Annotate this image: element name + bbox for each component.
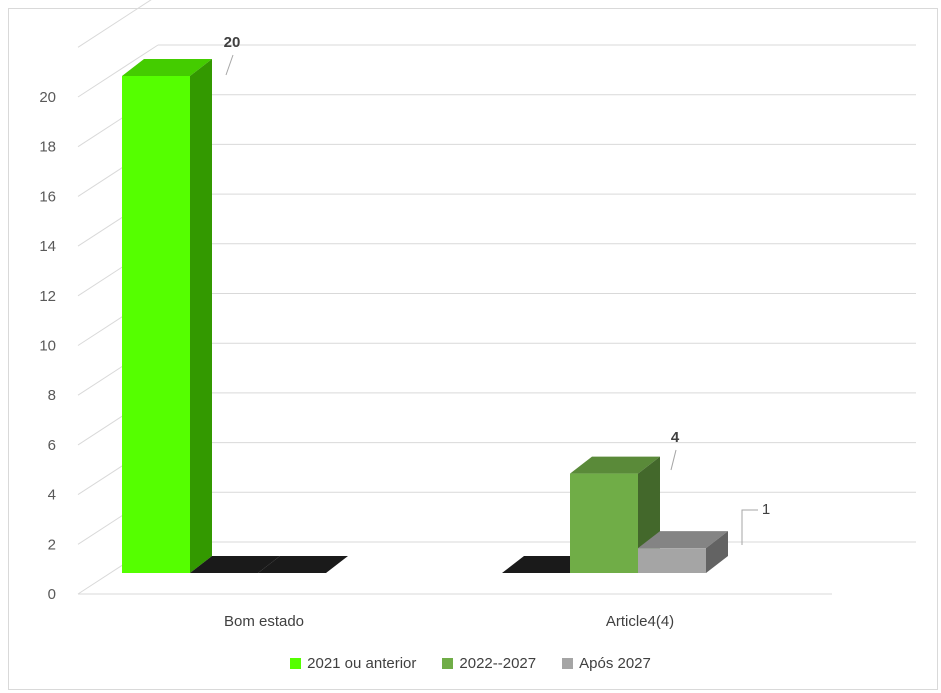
y-tick-label: 0 — [48, 586, 56, 603]
data-label-leader — [225, 54, 234, 76]
bar-top — [258, 556, 348, 573]
y-tick-label: 4 — [48, 487, 56, 504]
y-tick-label: 2 — [48, 536, 56, 553]
data-label: 1 — [762, 501, 770, 518]
x-tick-label: Bom estado — [224, 613, 304, 630]
bar-top — [502, 556, 592, 573]
gridline-diagonal — [77, 0, 152, 48]
y-tick-label: 12 — [39, 288, 56, 305]
legend-swatch-series-1 — [290, 658, 302, 669]
data-label-leader — [670, 449, 677, 471]
bar-side — [706, 531, 728, 573]
y-tick-label: 20 — [39, 89, 56, 106]
legend: 2021 ou anterior 2022--2027 Após 2027 — [0, 655, 941, 672]
data-label-leader — [741, 509, 758, 545]
y-tick-label: 16 — [39, 188, 56, 205]
y-tick-label: 14 — [39, 238, 56, 255]
legend-item-series-2[interactable]: 2022--2027 — [442, 655, 536, 672]
legend-label-series-2: 2022--2027 — [459, 655, 537, 672]
bar-top — [190, 556, 280, 573]
y-tick-label: 10 — [39, 338, 56, 355]
data-label: 4 — [671, 429, 680, 446]
y-tick-label: 6 — [48, 437, 56, 454]
data-label: 20 — [224, 34, 241, 51]
legend-item-series-1[interactable]: 2021 ou anterior — [290, 655, 416, 672]
legend-label-series-1: 2021 ou anterior — [307, 655, 417, 672]
gridline-diagonal — [77, 44, 159, 98]
y-tick-label: 18 — [39, 139, 56, 156]
bar-top — [638, 531, 728, 549]
bar — [122, 76, 190, 573]
legend-swatch-series-2 — [442, 658, 454, 669]
legend-item-series-3[interactable]: Após 2027 — [562, 655, 651, 672]
bar — [570, 473, 638, 573]
bar — [638, 548, 706, 573]
bar-top — [570, 456, 660, 474]
legend-label-series-3: Após 2027 — [579, 655, 651, 672]
bar-side — [190, 59, 212, 573]
bar-top — [122, 59, 212, 76]
y-tick-label: 8 — [48, 387, 56, 404]
x-tick-label: Article4(4) — [606, 613, 674, 630]
legend-swatch-series-3 — [562, 658, 574, 669]
